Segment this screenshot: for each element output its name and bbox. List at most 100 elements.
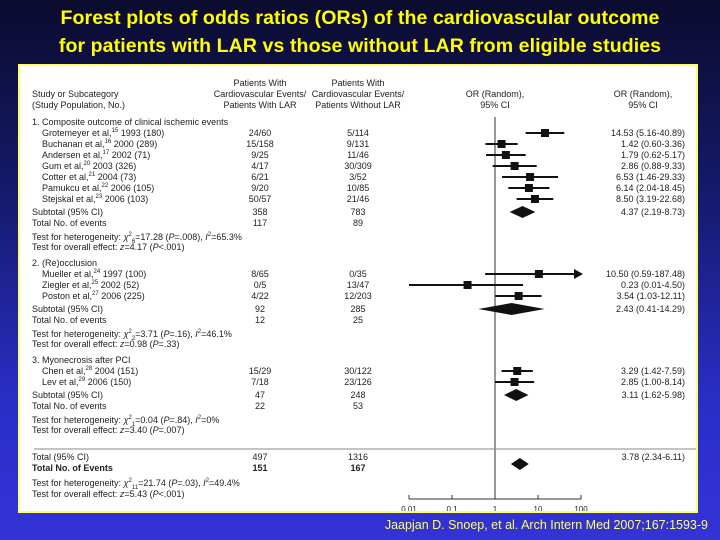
total-overall-effect-test: Test for overall effect: z=5.43 (P<.001)	[32, 488, 185, 499]
study-without-lar: 0/35	[349, 268, 367, 279]
total-events-label: Total No. of Events	[32, 462, 113, 473]
study-point	[534, 270, 543, 278]
subtotal-label: Subtotal (95% CI)	[32, 206, 104, 217]
study-label: Pamukcu et al,22 2006 (105)	[42, 182, 155, 193]
study-label: Chen et al,28 2004 (151)	[42, 365, 139, 376]
study-label: Buchanan et al,16 2000 (289)	[42, 138, 158, 149]
subtotal-or-ci: 3.11 (1.62-5.98)	[621, 389, 685, 400]
x-tick-label: 10	[533, 504, 543, 513]
study-point	[514, 292, 523, 300]
header-with-lar: Cardiovascular Events/	[213, 88, 307, 99]
study-without-lar: 5/114	[347, 127, 369, 138]
subtotal-without-lar: 783	[350, 206, 366, 217]
x-tick-label: 0.1	[446, 504, 458, 513]
study-or-ci: 1.42 (0.60-3.36)	[620, 138, 685, 149]
subtotal-without-lar: 248	[350, 389, 366, 400]
total-events-with-lar: 151	[252, 462, 268, 473]
total-with-lar: 497	[252, 451, 268, 462]
study-or-ci: 6.53 (1.46-29.33)	[615, 171, 685, 182]
study-without-lar: 11/46	[347, 149, 369, 160]
subtotal-diamond	[509, 206, 536, 218]
study-with-lar: 9/25	[251, 149, 269, 160]
subtotal-or-ci: 4.37 (2.19-8.73)	[620, 206, 685, 217]
events-label: Total No. of events	[32, 314, 107, 325]
heterogeneity-test: Test for heterogeneity: χ21=0.04 (P=.84)…	[32, 414, 220, 428]
total-label: Total (95% CI)	[32, 451, 90, 462]
events-label: Total No. of events	[32, 217, 107, 228]
x-tick-label: 1	[492, 504, 498, 513]
x-tick-label: 0.01	[401, 504, 417, 513]
header-without-lar: Patients Without LAR	[315, 99, 401, 110]
header-plot: OR (Random),	[465, 88, 525, 99]
study-or-ci: 2.86 (0.88-9.33)	[620, 160, 685, 171]
study-or-ci: 0.23 (0.01-4.50)	[620, 279, 685, 290]
study-or-ci: 3.29 (1.42-7.59)	[620, 365, 685, 376]
events-with-lar: 12	[254, 314, 266, 325]
overall-effect-test: Test for overall effect: z=4.17 (P<.001)	[32, 241, 185, 252]
study-with-lar: 8/65	[251, 268, 269, 279]
study-or-ci: 2.85 (1.00-8.14)	[620, 376, 685, 387]
section-heading: 2. (Re)occlusion	[32, 257, 98, 268]
study-label: Gum et al,20 2003 (326)	[42, 160, 137, 171]
study-with-lar: 9/20	[251, 182, 269, 193]
study-without-lar: 30/309	[344, 160, 372, 171]
study-label: Lev et al,29 2006 (150)	[42, 376, 132, 387]
study-point	[510, 162, 519, 170]
study-or-ci: 3.54 (1.03-12.11)	[616, 290, 685, 301]
study-without-lar: 21/46	[346, 193, 370, 204]
subtotal-diamond	[504, 389, 529, 401]
header-study: Study or Subcategory	[32, 88, 119, 99]
study-with-lar: 4/17	[251, 160, 269, 171]
study-point	[501, 151, 510, 159]
header-with-lar: Patients With LAR	[223, 99, 297, 110]
study-without-lar: 9/131	[346, 138, 370, 149]
study-point	[524, 184, 533, 192]
header-without-lar: Cardiovascular Events/	[311, 88, 405, 99]
events-without-lar: 53	[352, 400, 364, 411]
study-with-lar: 7/18	[251, 376, 269, 387]
overall-effect-test: Test for overall effect: z=3.40 (P=.007)	[32, 424, 185, 435]
study-without-lar: 13/47	[346, 279, 370, 290]
subtotal-with-lar: 92	[254, 303, 266, 314]
subtotal-with-lar: 358	[252, 206, 268, 217]
events-with-lar: 22	[254, 400, 266, 411]
study-label: Cotter et al,21 2004 (73)	[42, 171, 137, 182]
study-point	[497, 140, 506, 148]
study-without-lar: 23/126	[344, 376, 372, 387]
study-without-lar: 10/85	[346, 182, 370, 193]
section-heading: 3. Myonecrosis after PCI	[32, 354, 131, 365]
study-without-lar: 30/122	[344, 365, 372, 376]
subtotal-without-lar: 285	[350, 303, 366, 314]
study-or-ci: 14.53 (5.16-40.89)	[610, 127, 685, 138]
study-without-lar: 12/203	[344, 290, 372, 301]
study-label: Mueller et al,24 1997 (100)	[42, 268, 147, 279]
study-with-lar: 0/5	[253, 279, 267, 290]
events-without-lar: 89	[352, 217, 364, 228]
subtotal-label: Subtotal (95% CI)	[32, 303, 104, 314]
study-label: Stejskal et al,23 2006 (103)	[42, 193, 149, 204]
events-with-lar: 117	[252, 217, 268, 228]
study-or-ci: 8.50 (3.19-22.68)	[615, 193, 685, 204]
slide-title-line-2: for patients with LAR vs those without L…	[58, 35, 662, 57]
total-without-lar: 1316	[347, 451, 369, 462]
study-label: Andersen et al,17 2002 (71)	[42, 149, 151, 160]
study-point	[526, 173, 535, 181]
study-arrow	[574, 269, 583, 279]
header-ci: OR (Random),	[613, 88, 673, 99]
forest-plot-panel: Study or Subcategory (Study Population, N…	[18, 64, 698, 513]
header-plot: 95% CI	[480, 99, 510, 110]
header-with-lar: Patients With	[233, 77, 287, 88]
total-diamond	[510, 458, 529, 470]
events-label: Total No. of events	[32, 400, 107, 411]
section-heading: 1. Composite outcome of clinical ischemi…	[32, 116, 229, 127]
subtotal-label: Subtotal (95% CI)	[32, 389, 104, 400]
overall-effect-test: Test for overall effect: z=0.98 (P=.33)	[32, 338, 180, 349]
study-with-lar: 15/158	[246, 138, 274, 149]
total-events-without-lar: 167	[350, 462, 366, 473]
slide-title-line-1: Forest plots of odds ratios (ORs) of the…	[60, 7, 660, 29]
study-label: Grotemeyer et al,15 1993 (180)	[42, 127, 165, 138]
study-with-lar: 6/21	[251, 171, 269, 182]
study-label: Ziegler et al,25 2002 (52)	[42, 279, 140, 290]
total-or-ci: 3.78 (2.34-6.11)	[621, 451, 685, 462]
heterogeneity-test: Test for heterogeneity: χ26=17.28 (P=.00…	[32, 231, 242, 245]
